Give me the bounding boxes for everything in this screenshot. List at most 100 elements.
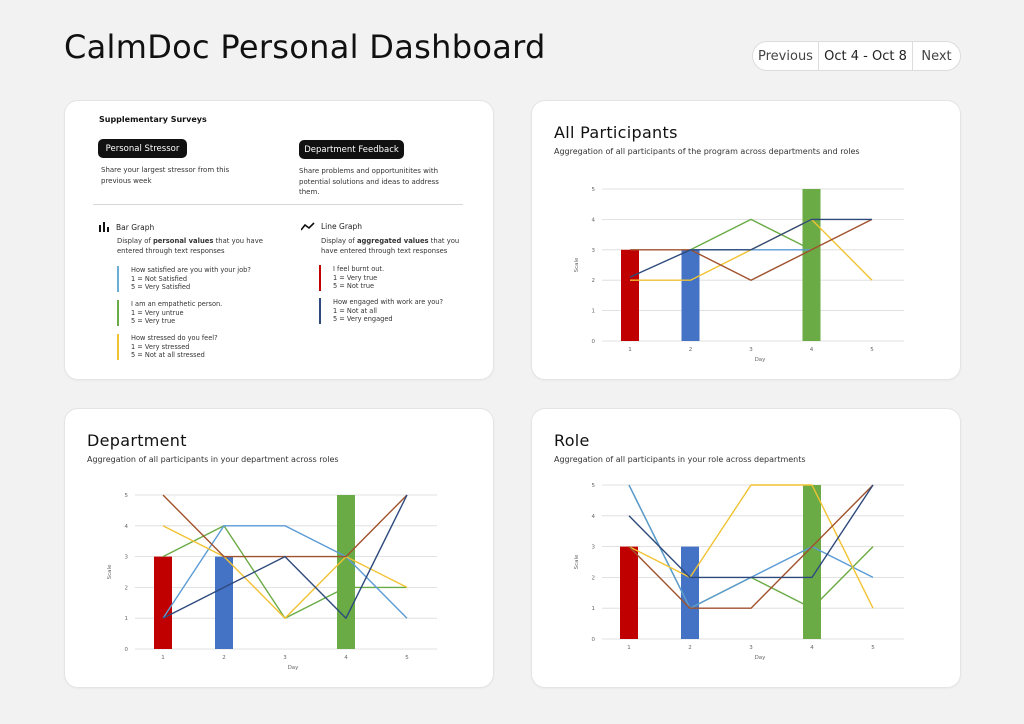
legend-text: 1 = Very true <box>333 273 378 282</box>
chart-subtitle: Aggregation of all participants in your … <box>87 455 339 464</box>
chart-title: Role <box>554 431 590 450</box>
divider <box>93 204 463 205</box>
legend-color-stripe <box>117 334 119 360</box>
bar-graph-legend-title: Bar Graph <box>99 222 154 232</box>
all-participants-card: All Participants Aggregation of all part… <box>531 100 961 380</box>
y-tick-label: 1 <box>125 616 129 622</box>
x-tick-label: 1 <box>627 645 631 651</box>
y-tick-label: 4 <box>125 524 129 530</box>
x-tick-label: 5 <box>870 347 874 353</box>
line-legend-item: How engaged with work are you? 1 = Not at… <box>319 298 443 324</box>
line-legend-item: I feel burnt out. 1 = Very true 5 = Not tr… <box>319 265 384 291</box>
department-feedback-button[interactable]: Department Feedback <box>299 140 404 159</box>
y-tick-label: 3 <box>125 555 129 561</box>
x-tick-label: 3 <box>283 655 287 661</box>
y-axis-label: Scale <box>107 564 113 579</box>
legend-text: 1 = Not Satisfied <box>131 274 188 283</box>
legend-text: 5 = Very engaged <box>333 315 393 323</box>
role-card: Role Aggregation of all participants in … <box>531 408 961 688</box>
legend-text: I feel burnt out. <box>333 265 385 273</box>
x-tick-label: 4 <box>344 655 348 661</box>
series-line-4 <box>630 218 873 281</box>
date-range: Oct 4 - Oct 8 <box>818 42 913 70</box>
bar-day-1 <box>621 249 639 341</box>
chart-subtitle: Aggregation of all participants in your … <box>554 455 806 464</box>
series-line-2 <box>162 525 408 619</box>
role-chart: 0 1 2 3 4 5 1 2 3 4 5 Day Scale <box>574 483 904 661</box>
bar-day-4 <box>803 485 821 639</box>
bar-day-1 <box>620 546 638 639</box>
y-tick-label: 0 <box>592 637 596 643</box>
department-feedback-description: Share problems and opportunitites with p… <box>299 167 439 196</box>
legend-text: 1 = Very untrue <box>131 308 184 317</box>
series-line-4 <box>628 484 874 609</box>
bar-legend-item: How satisfied are you with your job? 1 = … <box>117 266 251 292</box>
surveys-heading: Supplementary Surveys <box>99 115 207 124</box>
legend-text: How stressed do you feel? <box>131 334 218 342</box>
x-tick-label: 4 <box>810 645 814 651</box>
legend-color-stripe <box>319 265 321 291</box>
legend-text: I am an empathetic person. <box>131 300 223 308</box>
bar-day-2 <box>681 249 700 341</box>
line-chart-icon <box>301 222 315 231</box>
legend-text: 1 = Not at all <box>333 306 377 315</box>
x-tick-label: 2 <box>222 655 226 661</box>
y-tick-label: 4 <box>592 217 596 223</box>
bar-day-4 <box>337 495 355 649</box>
x-tick-label: 1 <box>161 655 165 661</box>
y-tick-label: 5 <box>592 187 596 193</box>
next-button[interactable]: Next <box>921 48 952 64</box>
bar-day-2 <box>681 546 699 639</box>
legend-text: How engaged with work are you? <box>333 298 443 306</box>
series-line-1 <box>690 218 812 251</box>
y-tick-label: 3 <box>592 248 596 254</box>
y-tick-label: 1 <box>592 606 596 612</box>
y-tick-label: 4 <box>592 514 596 520</box>
y-axis-label: Scale <box>574 257 580 272</box>
line-graph-label: Line Graph <box>321 222 363 231</box>
bar-day-2 <box>215 556 233 649</box>
legend-text: 5 = Not at all stressed <box>131 351 205 359</box>
series-line-5 <box>628 484 874 579</box>
x-axis-label: Day <box>755 655 767 661</box>
x-tick-label: 2 <box>688 645 692 651</box>
all-participants-chart: 0 1 2 3 4 5 1 2 3 4 5 Day Scale <box>574 187 904 363</box>
series-line-5 <box>162 494 408 619</box>
x-tick-label: 3 <box>749 347 753 353</box>
previous-button[interactable]: Previous <box>758 48 813 64</box>
x-axis-label: Day <box>755 357 767 363</box>
bar-graph-description: Display of personal values that you have… <box>117 237 263 255</box>
x-tick-label: 5 <box>871 645 875 651</box>
legend-color-stripe <box>319 298 321 324</box>
y-tick-label: 2 <box>125 585 129 591</box>
bar-legend-item: How stressed do you feel? 1 = Very stress… <box>117 334 218 360</box>
bar-day-4 <box>802 189 821 341</box>
legend-text: 5 = Very Satisfied <box>131 283 191 291</box>
y-tick-label: 1 <box>592 309 596 315</box>
bar-legend-item: I am an empathetic person. 1 = Very untru… <box>117 300 222 326</box>
legend-text: 1 = Very stressed <box>131 342 190 351</box>
chart-title: Department <box>87 431 187 450</box>
line-graph-legend-title: Line Graph <box>301 222 362 231</box>
x-tick-label: 2 <box>689 347 693 353</box>
x-axis-label: Day <box>288 665 300 671</box>
legend-text: 5 = Not true <box>333 282 375 290</box>
department-card: Department Aggregation of all participan… <box>64 408 494 688</box>
chart-title: All Participants <box>554 123 678 142</box>
x-tick-label: 5 <box>405 655 409 661</box>
bar-chart-icon <box>99 222 109 232</box>
x-tick-label: 4 <box>810 347 814 353</box>
series-line-1 <box>162 525 407 619</box>
series-line-3 <box>162 525 408 619</box>
personal-stressor-button[interactable]: Personal Stressor <box>98 139 187 158</box>
date-pager: Previous Oct 4 - Oct 8 Next <box>752 41 961 71</box>
department-chart: 0 1 2 3 4 5 1 2 3 4 5 Day Scale <box>107 493 437 671</box>
legend-text: 5 = Very true <box>131 317 176 325</box>
bar-graph-label: Bar Graph <box>116 222 155 232</box>
legend-color-stripe <box>117 266 119 292</box>
chart-subtitle: Aggregation of all participants of the p… <box>554 147 860 156</box>
legend-color-stripe <box>117 300 119 326</box>
y-tick-label: 0 <box>125 647 129 653</box>
personal-stressor-description: Share your largest stressor from this pr… <box>101 166 230 185</box>
series-line-5 <box>629 218 872 278</box>
